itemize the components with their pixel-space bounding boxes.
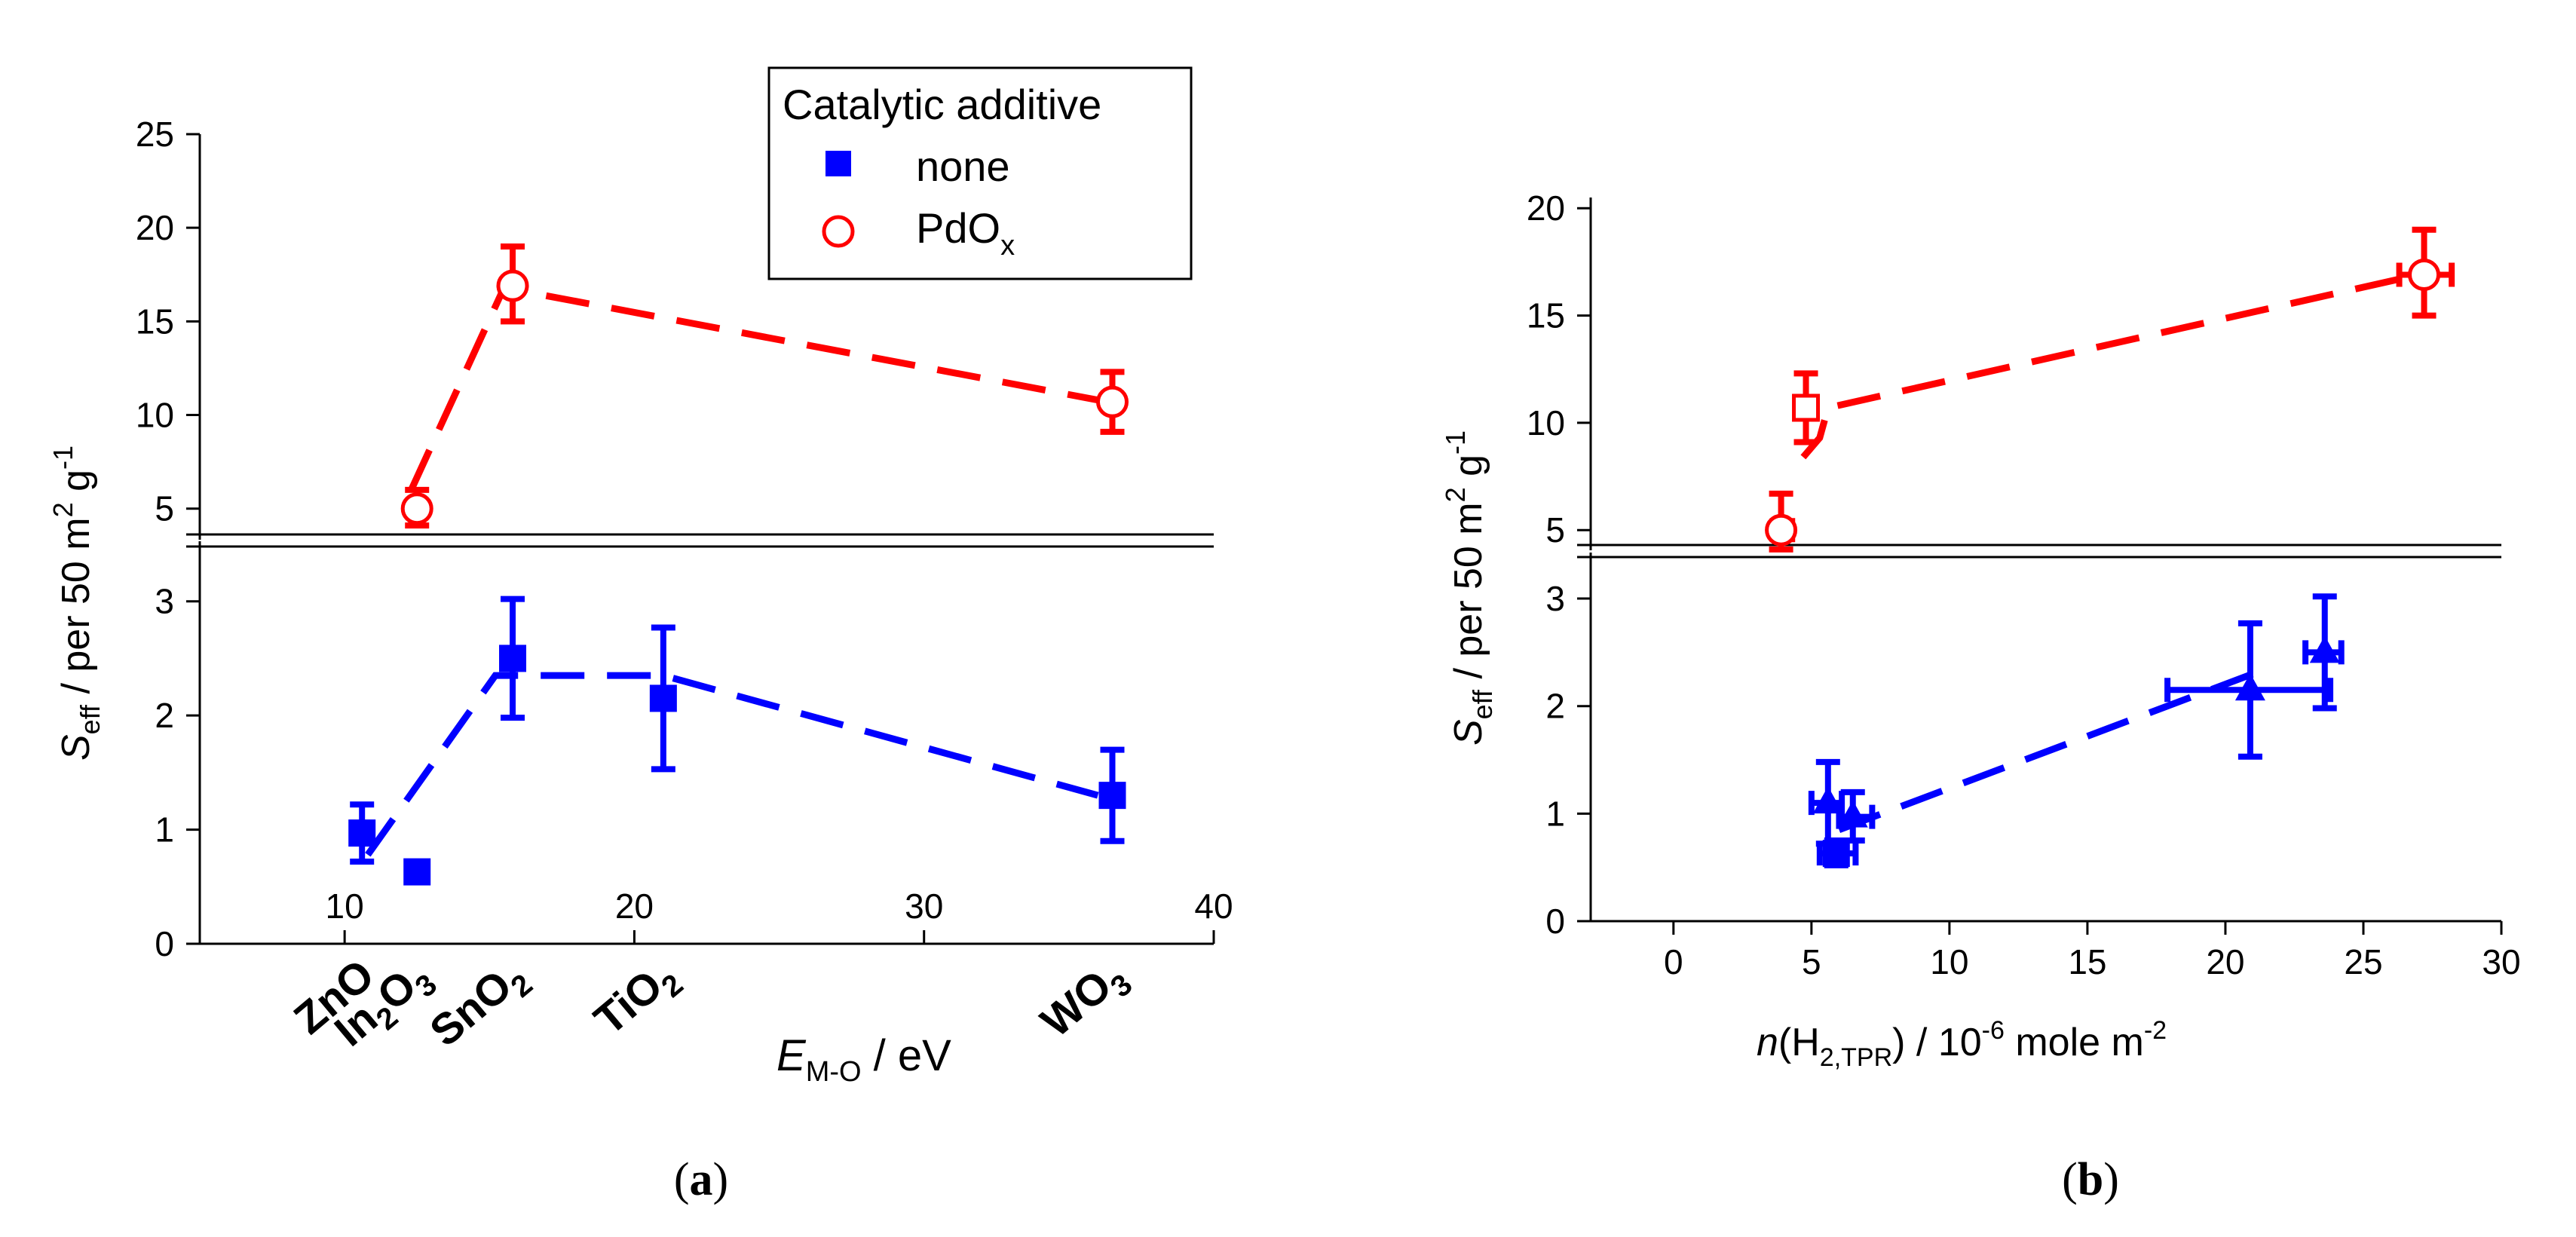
panel-b-x-tick-label: 10	[1930, 942, 1968, 981]
series-none-point-square	[348, 819, 376, 847]
series-none-point-triangle	[2234, 673, 2265, 701]
series-none-point-triangle	[1837, 800, 1868, 828]
series-pdox-point-circle	[2408, 258, 2441, 291]
panel-b-x-tick-label: 30	[2482, 942, 2520, 981]
panel-a-y-tick-label: 5	[155, 489, 174, 528]
series-pdox-point-circle	[400, 492, 433, 525]
series-none-trend-line	[1837, 670, 2255, 834]
panel-b-x-tick-label: 0	[1664, 942, 1683, 981]
panel-a-label: (a)	[674, 1154, 728, 1205]
series-none-point-square	[1098, 782, 1126, 810]
series-none-point-triangle	[2309, 635, 2340, 663]
legend-marker-pdox	[822, 215, 855, 248]
legend-label-none: none	[916, 142, 1010, 190]
category-label: WO3	[1032, 950, 1139, 1052]
panel-b-y-tick-label: 3	[1545, 579, 1565, 618]
panel-b-x-axis-title: n(H2,TPR) / 10-6 mole m-2	[1757, 1016, 2167, 1072]
series-pdox-point-circle	[1096, 385, 1129, 418]
series-none-point-triangle	[1812, 786, 1843, 814]
panel-b-x-tick-label: 15	[2068, 942, 2106, 981]
legend-label-pdox: PdOx	[916, 204, 1015, 262]
panel-a-x-tick-label: 40	[1194, 886, 1233, 926]
panel-a-x-tick-label: 20	[615, 886, 654, 926]
panel-b-y-tick-label: 2	[1545, 687, 1565, 726]
category-label: TiO2	[585, 950, 689, 1050]
panel-b-marks: 0 1 2 3 5 10 15 20 0 5 10 15 20 25 30	[1527, 188, 2521, 981]
series-pdox-point-circle	[1765, 513, 1798, 547]
panel-b-y-tick-label: 10	[1527, 403, 1565, 442]
series-none-point-square	[649, 684, 677, 712]
series-none-point-square	[403, 858, 431, 886]
legend-title: Catalytic additive	[783, 81, 1101, 128]
panel-a-x-tick-label: 30	[905, 886, 943, 926]
panel-a-y-tick-label: 2	[155, 696, 174, 735]
panel-a-x-tick-label: 10	[326, 886, 364, 926]
panel-b-label: (b)	[2062, 1154, 2119, 1205]
panel-a-y-tick-label: 0	[155, 924, 174, 963]
series-none-trend-line	[365, 672, 1099, 857]
panel-b-y-tick-label: 1	[1545, 794, 1565, 833]
panel-b-y-tick-label: 0	[1545, 902, 1565, 941]
panel-b-y-axis-title: Seff / per 50 m2 g-1	[1440, 430, 1498, 746]
panel-a-y-tick-label: 3	[155, 582, 174, 621]
panel-b-x-tick-label: 5	[1802, 942, 1821, 981]
series-none-point-square	[1822, 840, 1850, 868]
panel-b-y-tick-label: 15	[1527, 296, 1565, 335]
panel-b-x-tick-label: 20	[2206, 942, 2244, 981]
panel-a-y-tick-label: 15	[136, 302, 174, 341]
panel-a-y-axis-title: Seff / per 50 m2 g-1	[47, 446, 106, 761]
panel-b-y-tick-label: 5	[1545, 510, 1565, 550]
panel-a-y-tick-label: 1	[155, 810, 174, 850]
category-label: SnO2	[421, 950, 539, 1061]
series-pdox-point-circle	[496, 269, 529, 302]
series-none-point-square	[499, 645, 527, 672]
series-pdox-trend-line	[1800, 271, 2420, 460]
panel-b: 0 1 2 3 5 10 15 20 0 5 10 15 20 25 30 Seff / per 50 m2…	[1440, 188, 2521, 1205]
legend: Catalytic additive none PdOx	[767, 66, 1193, 280]
panel-a-y-tick-label: 20	[136, 208, 174, 247]
legend-marker-none	[825, 151, 851, 176]
panel-a-x-axis-title: EM-O / eV	[776, 1031, 951, 1088]
panel-a-y-tick-label: 25	[136, 115, 174, 154]
panel-a-y-tick-label: 10	[136, 396, 174, 435]
series-pdox-point-square	[1792, 393, 1821, 422]
panel-b-y-tick-label: 20	[1527, 188, 1565, 228]
panel-b-x-tick-label: 25	[2344, 942, 2382, 981]
